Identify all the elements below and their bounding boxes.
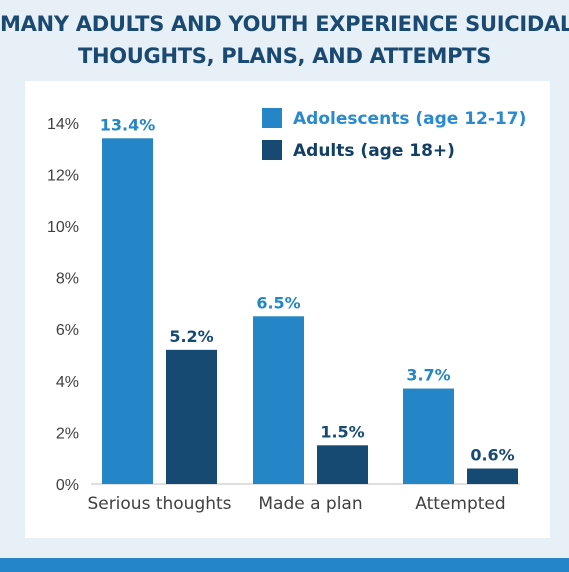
y-tick-label: 6% — [56, 322, 79, 339]
legend-swatch — [262, 108, 282, 128]
data-label: 1.5% — [320, 422, 364, 441]
chart-title: MANY ADULTS AND YOUTH EXPERIENCE SUICIDA… — [0, 8, 569, 72]
x-category-label: Serious thoughts — [87, 494, 231, 514]
y-tick-label: 0% — [56, 477, 79, 494]
y-tick-label: 4% — [56, 374, 79, 391]
chart-title-line2: THOUGHTS, PLANS, AND ATTEMPTS — [77, 44, 492, 68]
y-tick-label: 2% — [56, 425, 79, 442]
data-label: 5.2% — [169, 327, 213, 346]
y-tick-label: 8% — [56, 271, 79, 288]
bar-adolescents — [403, 388, 454, 484]
bar-adults — [317, 445, 368, 484]
data-label: 13.4% — [100, 115, 156, 134]
bar-adults — [467, 468, 518, 484]
legend-swatch — [262, 140, 282, 160]
chart-title-line1: MANY ADULTS AND YOUTH EXPERIENCE SUICIDA… — [0, 12, 569, 36]
x-category-label: Attempted — [415, 494, 505, 514]
bar-chart: 0% 2% 4% 6% 8% 10% 12% 14% 13.4% 6.5% 3.7% 5.2% 1.5%… — [47, 108, 526, 514]
data-label: 0.6% — [470, 446, 514, 465]
y-tick-label: 12% — [47, 167, 79, 184]
data-label: 3.7% — [406, 366, 450, 385]
bottom-accent-bar — [0, 558, 569, 572]
x-category-label: Made a plan — [258, 494, 362, 514]
y-tick-label: 14% — [47, 116, 79, 133]
bar-adults — [166, 349, 217, 484]
bar-adolescents — [102, 138, 153, 484]
data-label: 6.5% — [256, 293, 300, 312]
bar-adolescents — [253, 316, 304, 484]
y-tick-label: 10% — [47, 219, 79, 236]
legend-label: Adults (age 18+) — [293, 141, 455, 161]
legend-label: Adolescents (age 12-17) — [293, 109, 526, 129]
